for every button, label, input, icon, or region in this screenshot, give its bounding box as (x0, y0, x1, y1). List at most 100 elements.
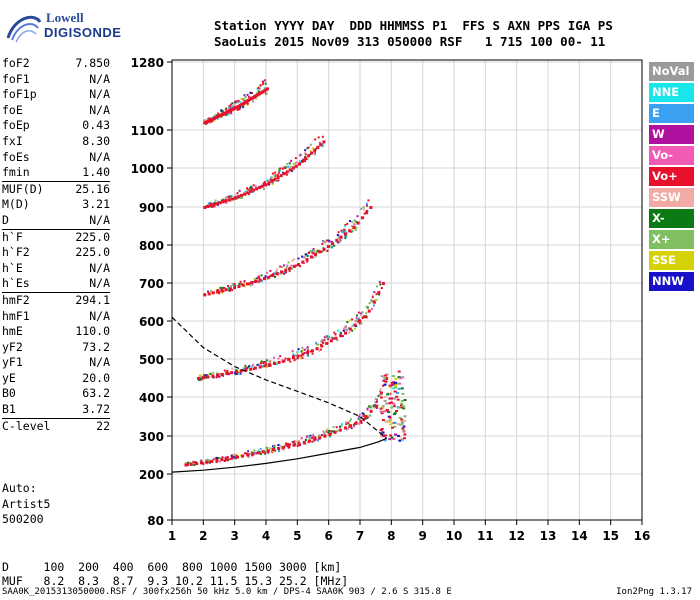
echo-point (250, 365, 253, 368)
echo-point (246, 451, 249, 454)
param-name: foF2 (2, 56, 30, 70)
echo-trace-point (333, 430, 337, 434)
echo-trace-point (252, 188, 256, 192)
echo-point (252, 184, 255, 187)
echo-point (388, 438, 392, 441)
echo-point (288, 162, 291, 165)
echo-trace-point (354, 421, 358, 425)
echo-point (248, 453, 251, 456)
echo-point (351, 329, 354, 332)
echo-point (402, 425, 406, 428)
echo-point (380, 375, 384, 378)
echo-trace-point (206, 375, 210, 379)
echo-trace-point (249, 97, 253, 101)
echo-point (286, 163, 289, 165)
echo-point (234, 284, 237, 286)
echo-point (362, 415, 365, 418)
echo-trace-point (307, 154, 311, 158)
echo-trace-point (219, 113, 223, 117)
echo-point (323, 339, 326, 342)
echo-point (246, 93, 249, 96)
echo-point (397, 387, 401, 390)
echo-trace-point (297, 263, 300, 267)
echo-point (294, 439, 297, 442)
echo-trace-point (323, 434, 327, 438)
echo-point (355, 221, 358, 223)
param-value: N/A (89, 212, 110, 227)
echo-point (306, 253, 309, 256)
echo-point (300, 437, 303, 440)
x-tick-label: 15 (602, 529, 619, 543)
echo-point (394, 377, 398, 380)
echo-point (232, 453, 235, 456)
echo-point (275, 270, 278, 273)
echo-trace-point (326, 245, 330, 249)
echo-point (332, 426, 335, 428)
echo-point (379, 410, 383, 413)
echo-point (315, 341, 318, 344)
echo-point (260, 280, 263, 283)
echo-trace-point (258, 186, 262, 189)
echo-trace-point (358, 319, 362, 323)
echo-point (222, 199, 225, 202)
echo-point (231, 105, 234, 108)
echo-point (311, 251, 314, 254)
echo-point (229, 195, 232, 198)
echo-point (280, 272, 283, 275)
echo-trace-point (204, 120, 208, 124)
echo-trace-point (352, 226, 356, 229)
echo-point (290, 159, 293, 162)
echo-point (381, 419, 385, 422)
echo-trace-point (349, 424, 353, 428)
echo-trace-point (189, 462, 193, 466)
echo-point (205, 374, 208, 377)
echo-point (360, 314, 362, 317)
echo-point (226, 456, 229, 458)
echo-point (285, 271, 287, 274)
polarization-legend: NoVal NNE E W Vo- Vo+ SSW X- X+ SSE NNW (649, 62, 694, 293)
echo-point (304, 160, 306, 163)
echo-point (243, 94, 246, 97)
echo-point (284, 357, 287, 360)
echo-point (222, 197, 225, 200)
echo-point (336, 339, 339, 342)
y-tick-label: 1100 (131, 124, 164, 138)
param-name: h`E (2, 260, 23, 275)
echo-point (320, 250, 323, 253)
echo-trace-point (215, 458, 219, 462)
echo-point (215, 461, 218, 464)
echo-point (249, 187, 252, 190)
echo-point (315, 343, 318, 346)
echo-point (306, 147, 309, 150)
param-value: 110.0 (75, 324, 110, 339)
echo-point (308, 436, 311, 439)
electron-density-profile (171, 437, 387, 473)
echo-point (227, 195, 230, 198)
echo-point (306, 260, 309, 263)
echo-point (262, 361, 265, 364)
echo-point (224, 108, 227, 111)
echo-point (316, 249, 319, 252)
echo-point (283, 264, 286, 267)
echo-point (383, 377, 387, 380)
echo-point (257, 449, 260, 452)
echo-point (256, 280, 259, 283)
echo-point (230, 454, 233, 457)
echo-point (263, 188, 265, 190)
echo-point (372, 404, 375, 407)
echo-point (305, 435, 308, 438)
echo-point (358, 416, 361, 419)
echo-trace-point (205, 460, 209, 464)
echo-trace-point (359, 419, 363, 423)
echo-point (224, 198, 227, 200)
echo-point (341, 335, 344, 338)
echo-trace-point (348, 327, 352, 331)
echo-point (375, 398, 378, 401)
echo-point (326, 430, 329, 433)
echo-trace-point (245, 100, 249, 103)
echo-point (339, 425, 341, 428)
echo-point (243, 98, 246, 101)
echo-point (390, 401, 393, 404)
echo-point (387, 411, 391, 413)
echo-trace-point (246, 99, 250, 103)
